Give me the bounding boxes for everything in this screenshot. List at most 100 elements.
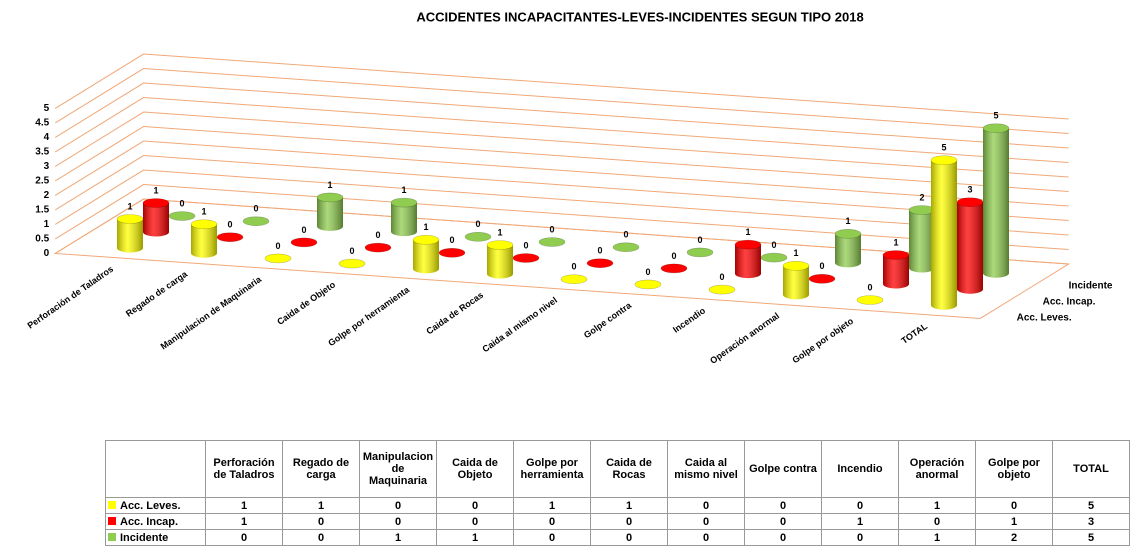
table-header-cell: Golpe por herramienta [513, 440, 591, 498]
data-label: 0 [275, 241, 280, 251]
y-tick-label: 0 [44, 248, 50, 259]
table-legend-cell: Acc. Leves. [105, 497, 206, 514]
cylinder [634, 279, 662, 290]
cylinder [116, 214, 144, 253]
grid-line [54, 111, 1069, 178]
data-table: Perforación de Taladros Regado de carga Ma… [105, 440, 1130, 546]
cylinder [782, 260, 810, 300]
grid-line [54, 53, 1069, 120]
legend-swatch [108, 500, 116, 509]
table-value-cell: 1 [436, 529, 514, 546]
table-value-cell: 0 [667, 529, 745, 546]
depth-label: Acc. Leves. [1017, 313, 1072, 324]
cylinder [882, 250, 910, 289]
data-label: 5 [993, 111, 998, 121]
cylinder [338, 258, 366, 269]
cylinder [190, 219, 218, 258]
data-label: 2 [919, 192, 924, 202]
table-value-cell: 1 [898, 497, 976, 514]
grid-line [54, 155, 1069, 222]
y-tick-label: 1 [44, 219, 50, 230]
cylinder [930, 155, 958, 310]
table-value-cell: 0 [436, 513, 514, 530]
table-legend-cell: Acc. Incap. [105, 513, 206, 530]
data-label: 0 [819, 261, 824, 271]
data-label: 0 [645, 267, 650, 277]
table-header-cell: Caida de Rocas [590, 440, 668, 498]
table-header-cell: Caida al mismo nivel [667, 440, 745, 498]
data-label: 1 [401, 185, 406, 195]
grid-line [54, 82, 1069, 149]
table-value-cell: 0 [821, 497, 899, 514]
table-value-cell: 1 [359, 529, 437, 546]
legend-label: Incidente [120, 531, 169, 544]
table-value-cell: 5 [1052, 529, 1130, 546]
table-header-cell: Manipulacion de Maquinaria [359, 440, 437, 498]
data-label: 3 [967, 185, 972, 195]
table-value-cell: 0 [436, 497, 514, 514]
y-tick-label: 1.5 [35, 205, 49, 216]
data-label: 0 [623, 230, 628, 240]
cylinder [686, 247, 714, 258]
legend-label: Acc. Incap. [120, 515, 179, 528]
table-value-cell: 1 [590, 497, 668, 514]
table-value-cell: 1 [898, 529, 976, 546]
table-header-cell: Regado de carga [282, 440, 360, 498]
data-label: 0 [349, 246, 354, 256]
cylinder [142, 198, 170, 237]
grid-line [54, 68, 1069, 135]
cylinder [760, 252, 788, 263]
cylinder [538, 237, 566, 247]
x-tick-label: Caida al mismo nivel [480, 295, 559, 354]
cylinder [808, 273, 836, 284]
data-label: 1 [327, 180, 332, 190]
data-label: 0 [253, 204, 258, 214]
table-corner [105, 440, 206, 498]
table-legend-cell: Incidente [105, 529, 206, 546]
table-value-cell: 0 [898, 513, 976, 530]
cylinder [290, 237, 318, 248]
y-tick-label: 3.5 [35, 147, 49, 158]
cylinder [982, 123, 1010, 278]
table-value-cell: 0 [282, 513, 360, 530]
table-row: Incidente 0 0 1 1 0 0 0 0 0 1 2 5 [105, 529, 1130, 546]
data-label: 0 [867, 282, 872, 292]
table-header-cell: Golpe por objeto [975, 440, 1053, 498]
data-label: 1 [201, 207, 206, 217]
table-value-cell: 0 [590, 529, 668, 546]
cylinder [512, 253, 540, 263]
data-label: 1 [845, 216, 850, 226]
legend-label: Acc. Leves. [120, 499, 181, 512]
y-tick-label: 2.5 [35, 176, 49, 187]
cylinder [264, 253, 292, 264]
data-label: 0 [301, 225, 306, 235]
table-value-cell: 0 [667, 497, 745, 514]
table-header-cell: Incendio [821, 440, 899, 498]
x-tick-label: Caida de Objeto [275, 279, 337, 327]
table-value-cell: 1 [205, 497, 283, 514]
cylinder [560, 274, 588, 285]
table-header-cell: Operación anormal [898, 440, 976, 498]
data-label: 0 [697, 235, 702, 245]
table-value-cell: 0 [667, 513, 745, 530]
table-header-cell: Perforación de Taladros [205, 440, 283, 498]
data-label: 0 [449, 235, 454, 245]
cylinder [708, 284, 736, 295]
floor [53, 198, 1071, 319]
data-label: 0 [671, 251, 676, 261]
y-tick-label: 3 [44, 161, 50, 172]
x-tick-label: Golpe por objeto [790, 316, 855, 366]
x-tick-label: Golpe por herramienta [326, 284, 412, 348]
table-value-cell: 5 [1052, 497, 1130, 514]
cylinder [412, 235, 440, 274]
x-tick-label: Perforación de Taladros [26, 264, 116, 331]
data-label: 0 [375, 230, 380, 240]
table-value-cell: 2 [975, 529, 1053, 546]
table-value-cell: 0 [821, 529, 899, 546]
table-value-cell: 0 [975, 497, 1053, 514]
data-label: 0 [571, 262, 576, 272]
cylinder [956, 197, 984, 294]
table-header-row: Perforación de Taladros Regado de carga Ma… [105, 440, 1130, 498]
cylinder [216, 232, 244, 242]
y-tick-label: 0.5 [35, 234, 49, 245]
